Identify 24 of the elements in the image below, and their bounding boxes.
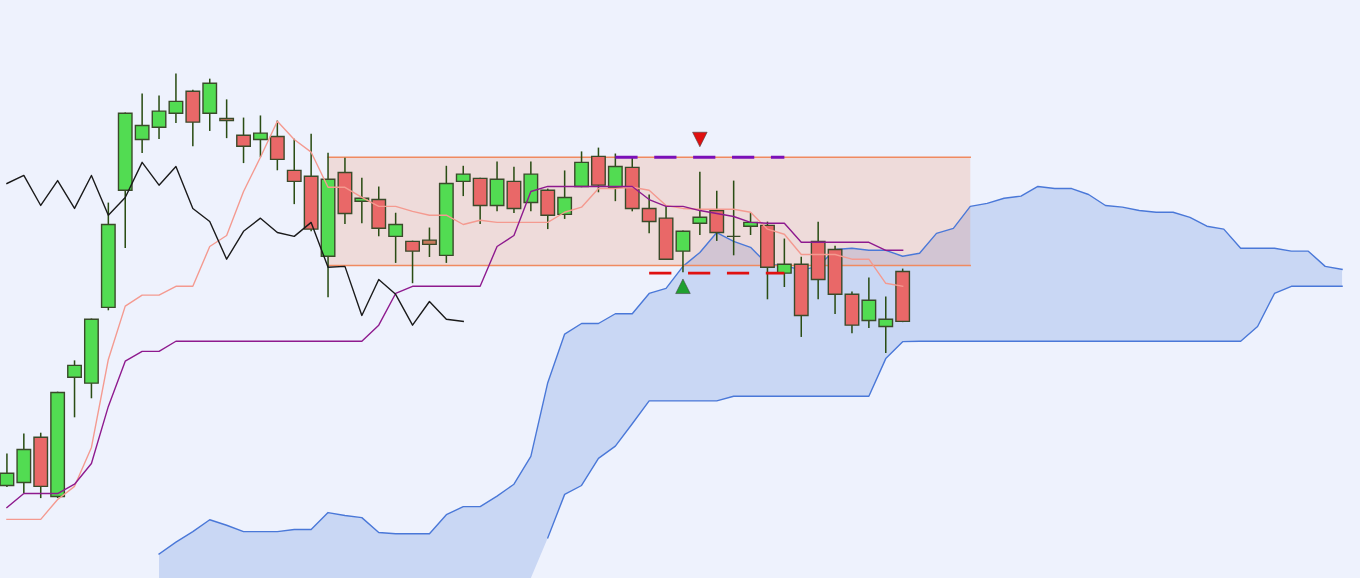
candlestick (168, 73, 184, 123)
candlestick (252, 115, 268, 158)
candlestick (405, 240, 421, 284)
candlestick (709, 190, 725, 241)
candlestick (726, 180, 742, 256)
candlestick (219, 99, 235, 139)
candlestick (134, 93, 150, 153)
candlestick (641, 194, 657, 234)
candlestick (286, 138, 302, 205)
candlestick (421, 227, 437, 257)
candlestick (388, 212, 404, 263)
candlestick (878, 296, 894, 354)
candlestick (236, 117, 251, 164)
candlestick (455, 165, 471, 197)
candlestick (0, 453, 15, 488)
candlestick (269, 120, 285, 171)
candlestick (861, 277, 877, 329)
candlestick (675, 230, 691, 273)
candlestick (776, 238, 792, 288)
candlestick (692, 171, 708, 236)
candlestick (67, 360, 82, 418)
candlestick (151, 95, 167, 139)
candlestick (557, 170, 573, 219)
candlestick (607, 153, 623, 202)
